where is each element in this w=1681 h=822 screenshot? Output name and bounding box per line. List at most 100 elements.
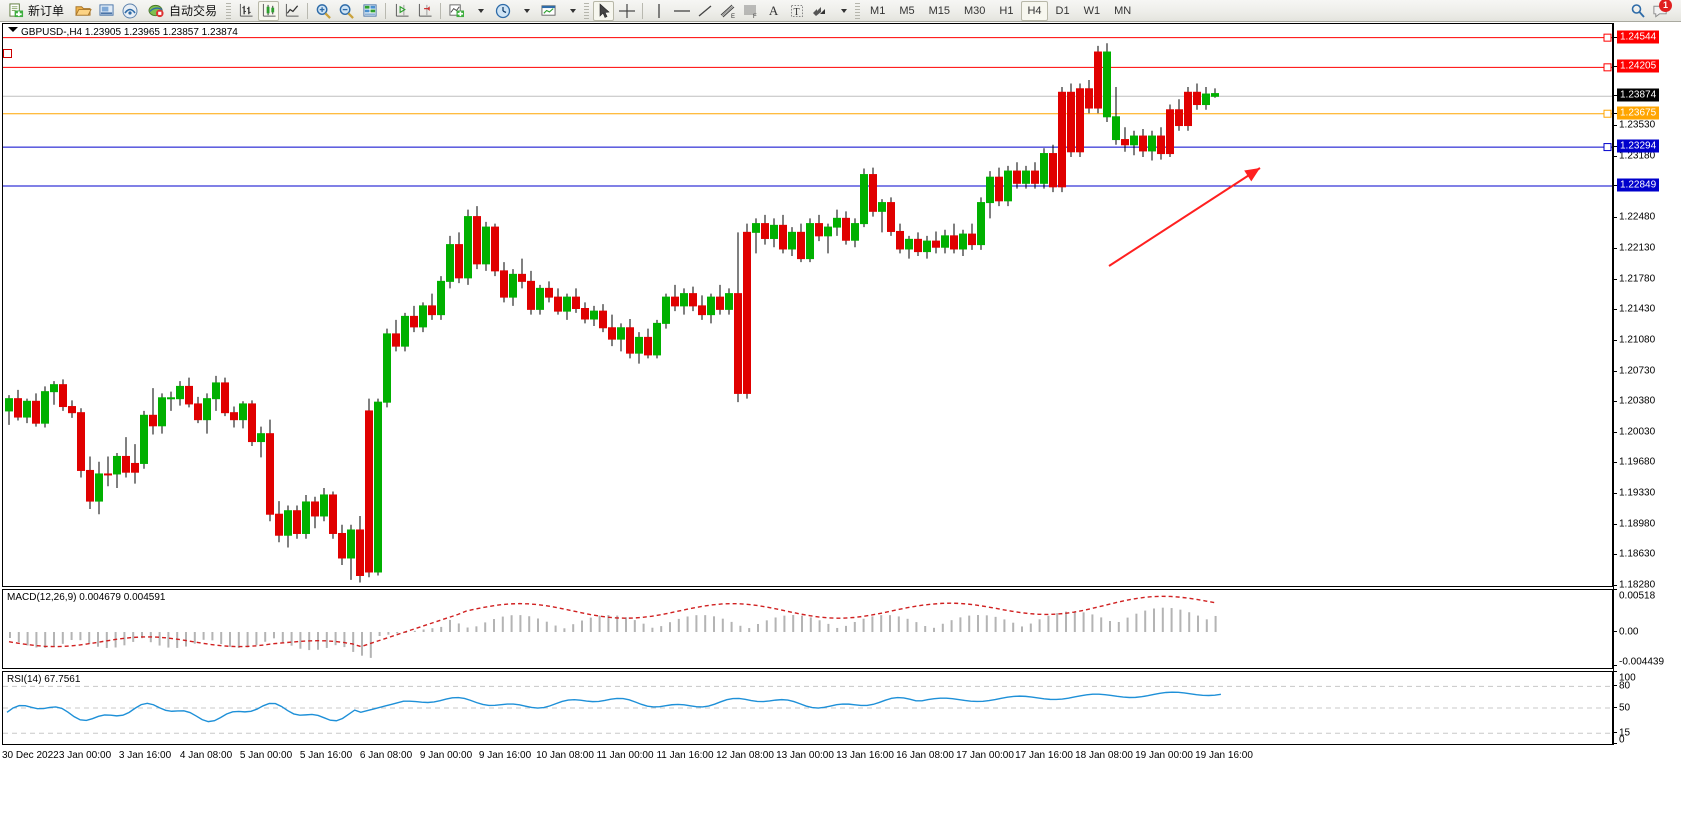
- price-tick: [1613, 493, 1617, 495]
- period-dropdown[interactable]: [515, 1, 536, 21]
- zoom-out-button[interactable]: [336, 1, 357, 21]
- rsi-axis-label: 80: [1619, 680, 1631, 692]
- price-label: 1.19680: [1619, 456, 1656, 468]
- metaquotes-icon-button[interactable]: [119, 1, 140, 21]
- cursor-tool-button[interactable]: [593, 0, 615, 21]
- level-label-resistance2[interactable]: 1.24544: [1617, 30, 1660, 44]
- level-label-support2[interactable]: 1.22849: [1617, 178, 1660, 192]
- toolbar-grip-3[interactable]: [855, 2, 861, 19]
- crosshair-icon: [618, 3, 635, 18]
- timeframe-m1[interactable]: M1: [870, 4, 886, 17]
- price-pane[interactable]: GBPUSD-,H4 1.23905 1.23965 1.23857 1.238…: [2, 23, 1613, 587]
- time-label: 16 Jan 08:00: [896, 750, 954, 761]
- main-toolbar: 新订单: [0, 0, 1681, 22]
- rsi-tick: [1613, 743, 1617, 744]
- candlestick-icon: [262, 3, 276, 17]
- rsi-pane[interactable]: RSI(14) 67.7561: [2, 671, 1613, 745]
- new-order-label: 新订单: [28, 4, 65, 18]
- fibonacci-button[interactable]: F: [740, 1, 761, 21]
- new-order-icon: [9, 3, 24, 18]
- rsi-tick: [1613, 685, 1617, 687]
- equidistant-channel-button[interactable]: E: [717, 1, 738, 21]
- price-label: 1.20030: [1619, 426, 1656, 438]
- time-label: 3 Jan 16:00: [118, 750, 172, 761]
- svg-text:F: F: [753, 14, 757, 19]
- text-label-icon: T: [790, 4, 803, 18]
- templates-button[interactable]: [538, 1, 559, 21]
- new-order-button[interactable]: 新订单: [3, 1, 70, 21]
- price-label: 1.21080: [1619, 334, 1656, 346]
- zoom-in-button[interactable]: [313, 1, 334, 21]
- timeframe-mn[interactable]: MN: [1114, 4, 1132, 17]
- timeframe-m5[interactable]: M5: [899, 4, 915, 17]
- indicator-dropdown[interactable]: [469, 1, 490, 21]
- time-label: 11 Jan 16:00: [656, 750, 714, 761]
- price-tick: [1613, 309, 1617, 311]
- search-button[interactable]: [1627, 1, 1648, 21]
- candlestick-chart-button[interactable]: [258, 0, 280, 21]
- price-tick: [1613, 36, 1617, 38]
- toolbar-grip-1[interactable]: [226, 2, 232, 19]
- macd-plot: [8, 595, 1217, 658]
- add-indicator-icon: [449, 4, 465, 18]
- trendline-button[interactable]: [694, 1, 715, 21]
- expert-advisor-icon: [148, 4, 164, 18]
- price-label: 1.18630: [1619, 548, 1656, 560]
- timeframe-m30[interactable]: M30: [964, 4, 986, 17]
- auto-trading-button[interactable]: 自动交易: [142, 1, 223, 21]
- bar-chart-button[interactable]: [235, 1, 256, 21]
- templates-dropdown[interactable]: [561, 1, 582, 21]
- auto-trading-label: 自动交易: [169, 4, 218, 18]
- rsi-axis-label: 100: [1619, 672, 1636, 684]
- arrows-button[interactable]: [809, 1, 830, 21]
- level-label-pivot[interactable]: 1.23675: [1617, 106, 1660, 120]
- price-tick: [1613, 523, 1617, 525]
- level-label-resistance1[interactable]: 1.24205: [1617, 59, 1660, 73]
- fibonacci-icon: F: [743, 5, 757, 19]
- timeframe-d1[interactable]: D1: [1055, 4, 1070, 17]
- rsi-tick: [1613, 707, 1617, 708]
- text-tool-button[interactable]: A: [763, 1, 784, 21]
- chat-badge: 1: [1659, 0, 1672, 12]
- data-window-button[interactable]: [359, 1, 380, 21]
- add-indicator-button[interactable]: [446, 1, 467, 21]
- macd-pane[interactable]: MACD(12,26,9) 0.004679 0.004591: [2, 589, 1613, 669]
- time-label: 9 Jan 00:00: [419, 750, 473, 761]
- chevron-down-icon: [840, 8, 847, 13]
- text-icon: A: [768, 2, 779, 18]
- horizontal-line-button[interactable]: [671, 1, 692, 21]
- bar-chart-icon: [239, 3, 253, 17]
- price-label: 1.19330: [1619, 487, 1656, 499]
- price-tick: [1613, 185, 1617, 187]
- text-label-button[interactable]: T: [786, 1, 807, 21]
- chart-area[interactable]: GBPUSD-,H4 1.23905 1.23965 1.23857 1.238…: [0, 22, 1681, 822]
- price-label: 1.21430: [1619, 303, 1656, 315]
- arrows-dropdown[interactable]: [832, 1, 853, 21]
- timeframe-h4[interactable]: H4: [1021, 0, 1048, 21]
- macd-label: MACD(12,26,9) 0.004679 0.004591: [7, 592, 166, 603]
- price-axis-line: [1613, 23, 1614, 745]
- period-button[interactable]: [492, 1, 513, 21]
- rsi-axis-label: 50: [1619, 702, 1631, 714]
- rsi-tick: [1613, 732, 1617, 734]
- chat-button[interactable]: 1: [1650, 0, 1672, 21]
- price-tick: [1613, 339, 1617, 341]
- price-axis[interactable]: 1.22480 1.22130 1.21780 1.21430 1.21080 1.207…: [1613, 23, 1681, 746]
- toolbar-grip-2[interactable]: [584, 2, 590, 19]
- folder-icon-button[interactable]: [73, 1, 94, 21]
- timeframe-m15[interactable]: M15: [928, 4, 950, 17]
- profile-icon-button[interactable]: [96, 1, 117, 21]
- vertical-line-button[interactable]: [648, 1, 669, 21]
- line-chart-button[interactable]: [281, 1, 302, 21]
- level-label-last-price[interactable]: 1.23874: [1617, 88, 1660, 102]
- time-label: 19 Jan 00:00: [1135, 750, 1193, 761]
- crosshair-tool-button[interactable]: [616, 1, 637, 21]
- time-label: 13 Jan 16:00: [836, 750, 894, 761]
- timeframe-h1[interactable]: H1: [999, 4, 1014, 17]
- shift-start-button[interactable]: [391, 1, 412, 21]
- auto-scroll-icon: [418, 3, 432, 17]
- rsi-axis-label: 15: [1619, 727, 1631, 739]
- level-label-support1[interactable]: 1.23294: [1617, 139, 1660, 153]
- timeframe-w1[interactable]: W1: [1083, 4, 1101, 17]
- auto-scroll-button[interactable]: [414, 1, 435, 21]
